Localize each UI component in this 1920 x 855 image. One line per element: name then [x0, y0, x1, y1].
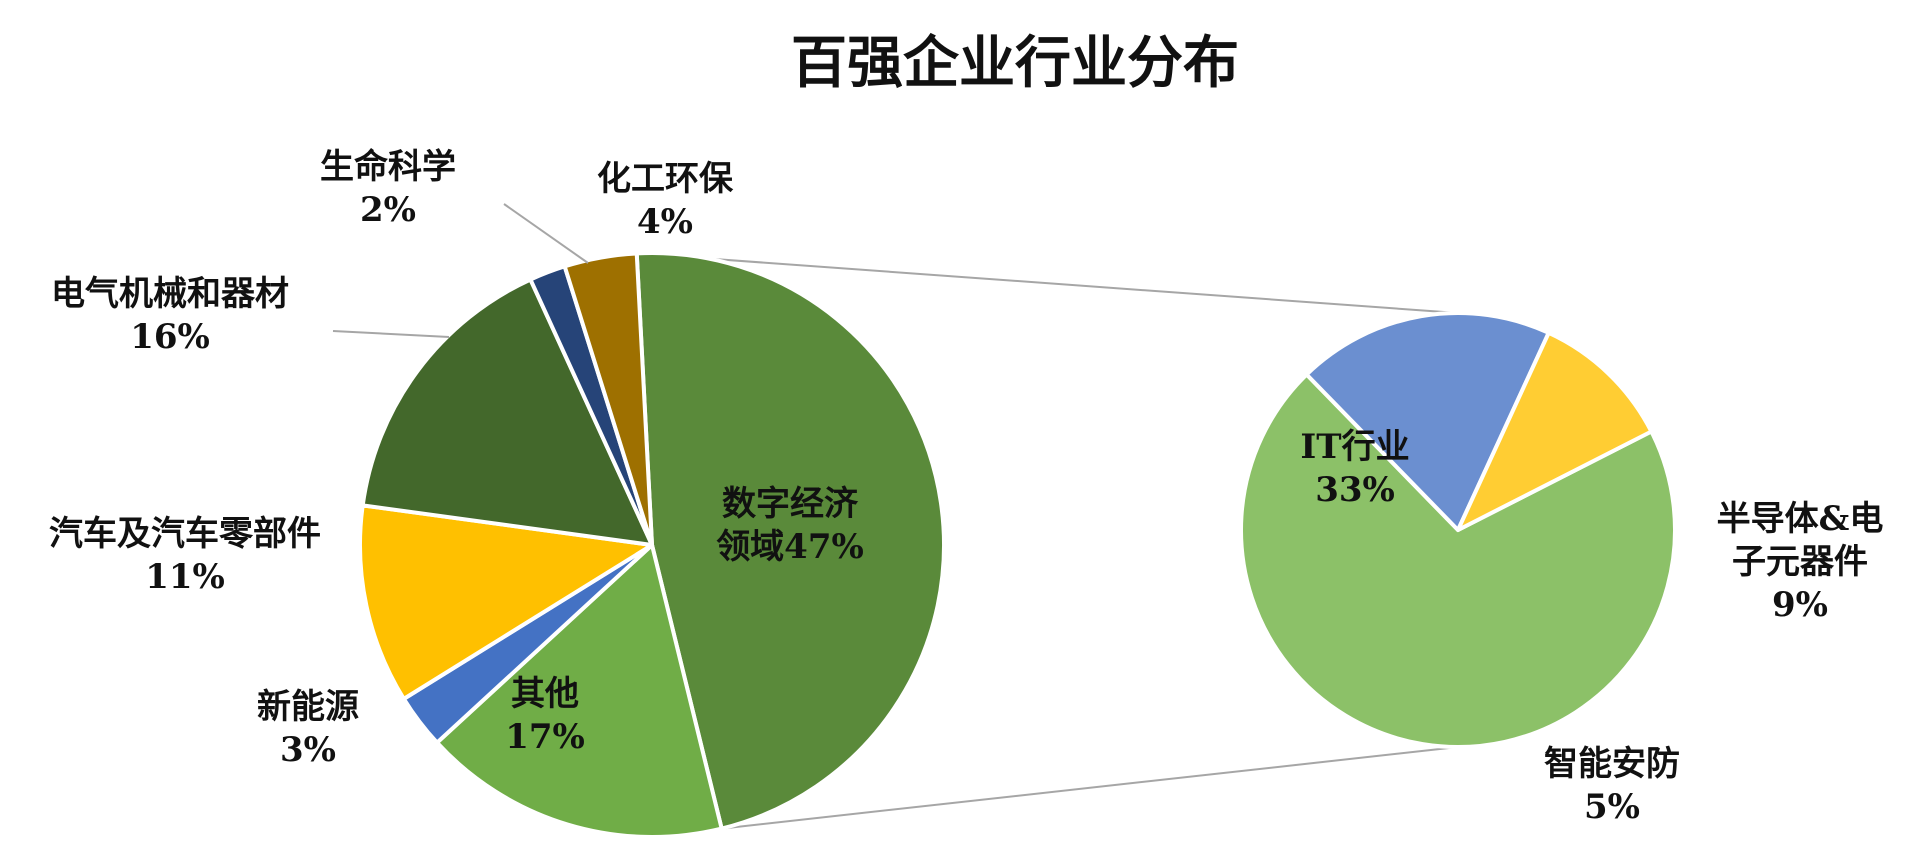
main-label-0: 数字经济领域47% — [716, 484, 864, 567]
breakdown-slice-0 — [1239, 372, 1677, 749]
breakdown-slice-2 — [1456, 330, 1654, 532]
main-label-1: 其他 17% — [505, 674, 585, 757]
main-label-2: 新能源 3% — [257, 687, 359, 770]
main-label-3: 汽车及汽车零部件 11% — [49, 514, 321, 597]
breakdown-label-0: IT行业 33% — [1300, 427, 1409, 510]
chart-title: 百强企业行业分布 — [791, 30, 1239, 96]
main-slice-3 — [358, 503, 654, 701]
leader-line-4 — [332, 330, 450, 338]
main-slice-6 — [562, 251, 654, 547]
main-slice-0 — [634, 251, 946, 831]
main-slice-4 — [360, 277, 654, 547]
main-slice-1 — [435, 543, 724, 839]
leader-line-5 — [503, 203, 589, 264]
breakdown-slice-1 — [1304, 311, 1551, 532]
main-label-4: 电气机械和器材 16% — [51, 274, 289, 357]
main-label-5: 生命科学 2% — [320, 147, 456, 230]
breakdown-label-2: 智能安防 5% — [1544, 744, 1680, 827]
main-label-6: 化工环保 4% — [597, 159, 734, 242]
connector-line-top — [636, 252, 1459, 314]
breakdown-label-1: 半导体&电子元器件 9% — [1717, 499, 1884, 625]
connector-line-bottom — [721, 746, 1459, 830]
